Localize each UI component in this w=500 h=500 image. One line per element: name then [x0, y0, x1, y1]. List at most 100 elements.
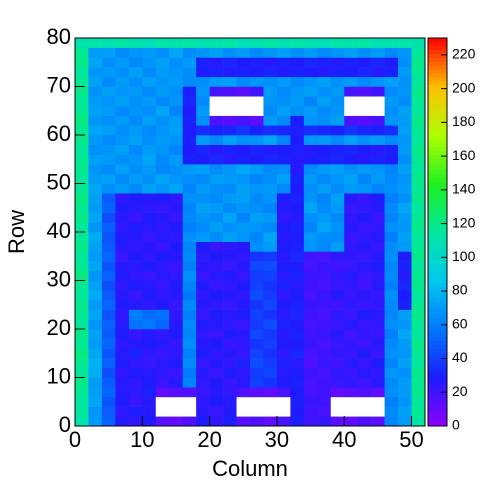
heat-cell	[142, 290, 157, 301]
heat-cell	[128, 319, 143, 330]
heat-cell	[290, 212, 305, 223]
heat-cell	[357, 319, 372, 330]
heat-cell	[128, 67, 143, 78]
heat-cell	[276, 115, 291, 126]
heat-cell	[384, 309, 399, 320]
heat-cell	[196, 96, 210, 107]
colorbar-step	[428, 232, 447, 237]
heat-cell	[344, 222, 358, 233]
colorbar-step	[428, 115, 447, 120]
heat-cell	[303, 406, 318, 417]
colorbar-step	[428, 290, 447, 295]
heat-cell	[236, 338, 251, 349]
heat-cell	[398, 135, 412, 145]
heat-cell	[344, 144, 358, 155]
heat-cell	[142, 387, 157, 398]
heat-cell	[236, 115, 251, 126]
heat-cell	[182, 319, 197, 330]
heat-cell	[128, 173, 143, 184]
colorbar-step	[428, 49, 447, 55]
heat-cell	[357, 154, 372, 165]
heat-cell	[276, 105, 291, 116]
colorbar-tick-label: 100	[452, 248, 476, 264]
heat-cell	[115, 319, 130, 330]
heat-cell	[371, 309, 385, 320]
heat-cell	[155, 367, 170, 378]
heat-cell	[75, 173, 89, 184]
heat-cell	[128, 202, 143, 213]
heat-cell	[182, 38, 197, 48]
heat-cell	[250, 261, 264, 272]
heat-cell	[128, 377, 143, 388]
colorbar-step	[428, 286, 447, 291]
heat-cell	[263, 76, 278, 87]
heat-cell	[155, 261, 170, 272]
heat-cell	[411, 232, 426, 242]
heat-cell	[128, 396, 143, 407]
heat-cell	[303, 86, 318, 97]
heat-cell	[209, 144, 224, 155]
heat-cell	[357, 377, 372, 388]
heat-cell	[115, 309, 130, 320]
heat-cell	[236, 396, 251, 407]
heat-cell	[155, 202, 170, 213]
heat-cell	[223, 173, 237, 184]
heat-cell	[344, 135, 358, 145]
heat-cell	[384, 212, 399, 223]
heat-cell	[155, 338, 170, 349]
heat-cell	[128, 47, 143, 58]
heat-cell	[182, 348, 197, 359]
heat-cell	[263, 135, 278, 145]
x-tick-label: 30	[265, 427, 289, 452]
heat-cell	[142, 96, 157, 107]
heat-cell	[250, 202, 264, 213]
heat-cell	[344, 115, 358, 126]
heat-cell	[209, 212, 224, 223]
heat-cell	[182, 338, 197, 349]
heat-cell	[101, 125, 116, 136]
heat-cell	[75, 329, 89, 339]
colorbar-step	[428, 356, 447, 361]
heat-cell	[290, 338, 305, 349]
heat-cell	[169, 416, 183, 427]
heat-cell	[115, 329, 130, 339]
heat-cell	[317, 125, 332, 136]
heat-cell	[196, 76, 210, 87]
heat-cell	[236, 183, 251, 194]
heat-cell	[330, 367, 345, 378]
heat-cell	[398, 86, 412, 97]
heat-cell	[263, 299, 278, 310]
heat-cell	[182, 76, 197, 87]
heat-cell	[128, 115, 143, 126]
colorbar-step	[428, 119, 447, 124]
heat-cell	[411, 338, 426, 349]
heat-cell	[344, 183, 358, 194]
heat-cell	[290, 377, 305, 388]
heat-cell	[128, 367, 143, 378]
heat-cell	[330, 96, 345, 107]
heat-cell	[290, 154, 305, 165]
heat-cell	[330, 202, 345, 213]
heat-cell	[276, 86, 291, 97]
heat-cell	[75, 183, 89, 194]
heat-cell	[290, 202, 305, 213]
heat-cell	[236, 367, 251, 378]
heat-cell	[398, 67, 412, 78]
heat-cell	[182, 299, 197, 310]
heat-cell	[411, 135, 426, 145]
heat-cell	[101, 76, 116, 87]
heat-cell	[276, 193, 291, 204]
heat-cell	[357, 387, 372, 398]
heat-cell	[250, 57, 264, 68]
heat-cell	[290, 232, 305, 242]
heat-cell	[142, 47, 157, 58]
heat-cell	[236, 47, 251, 58]
heat-cell	[330, 251, 345, 262]
heat-cell	[317, 261, 332, 272]
heat-cell	[236, 329, 251, 339]
heat-cell	[155, 86, 170, 97]
heat-cell	[209, 270, 224, 281]
heat-cell	[101, 309, 116, 320]
heat-cell	[223, 38, 237, 48]
heat-cell	[411, 387, 426, 398]
